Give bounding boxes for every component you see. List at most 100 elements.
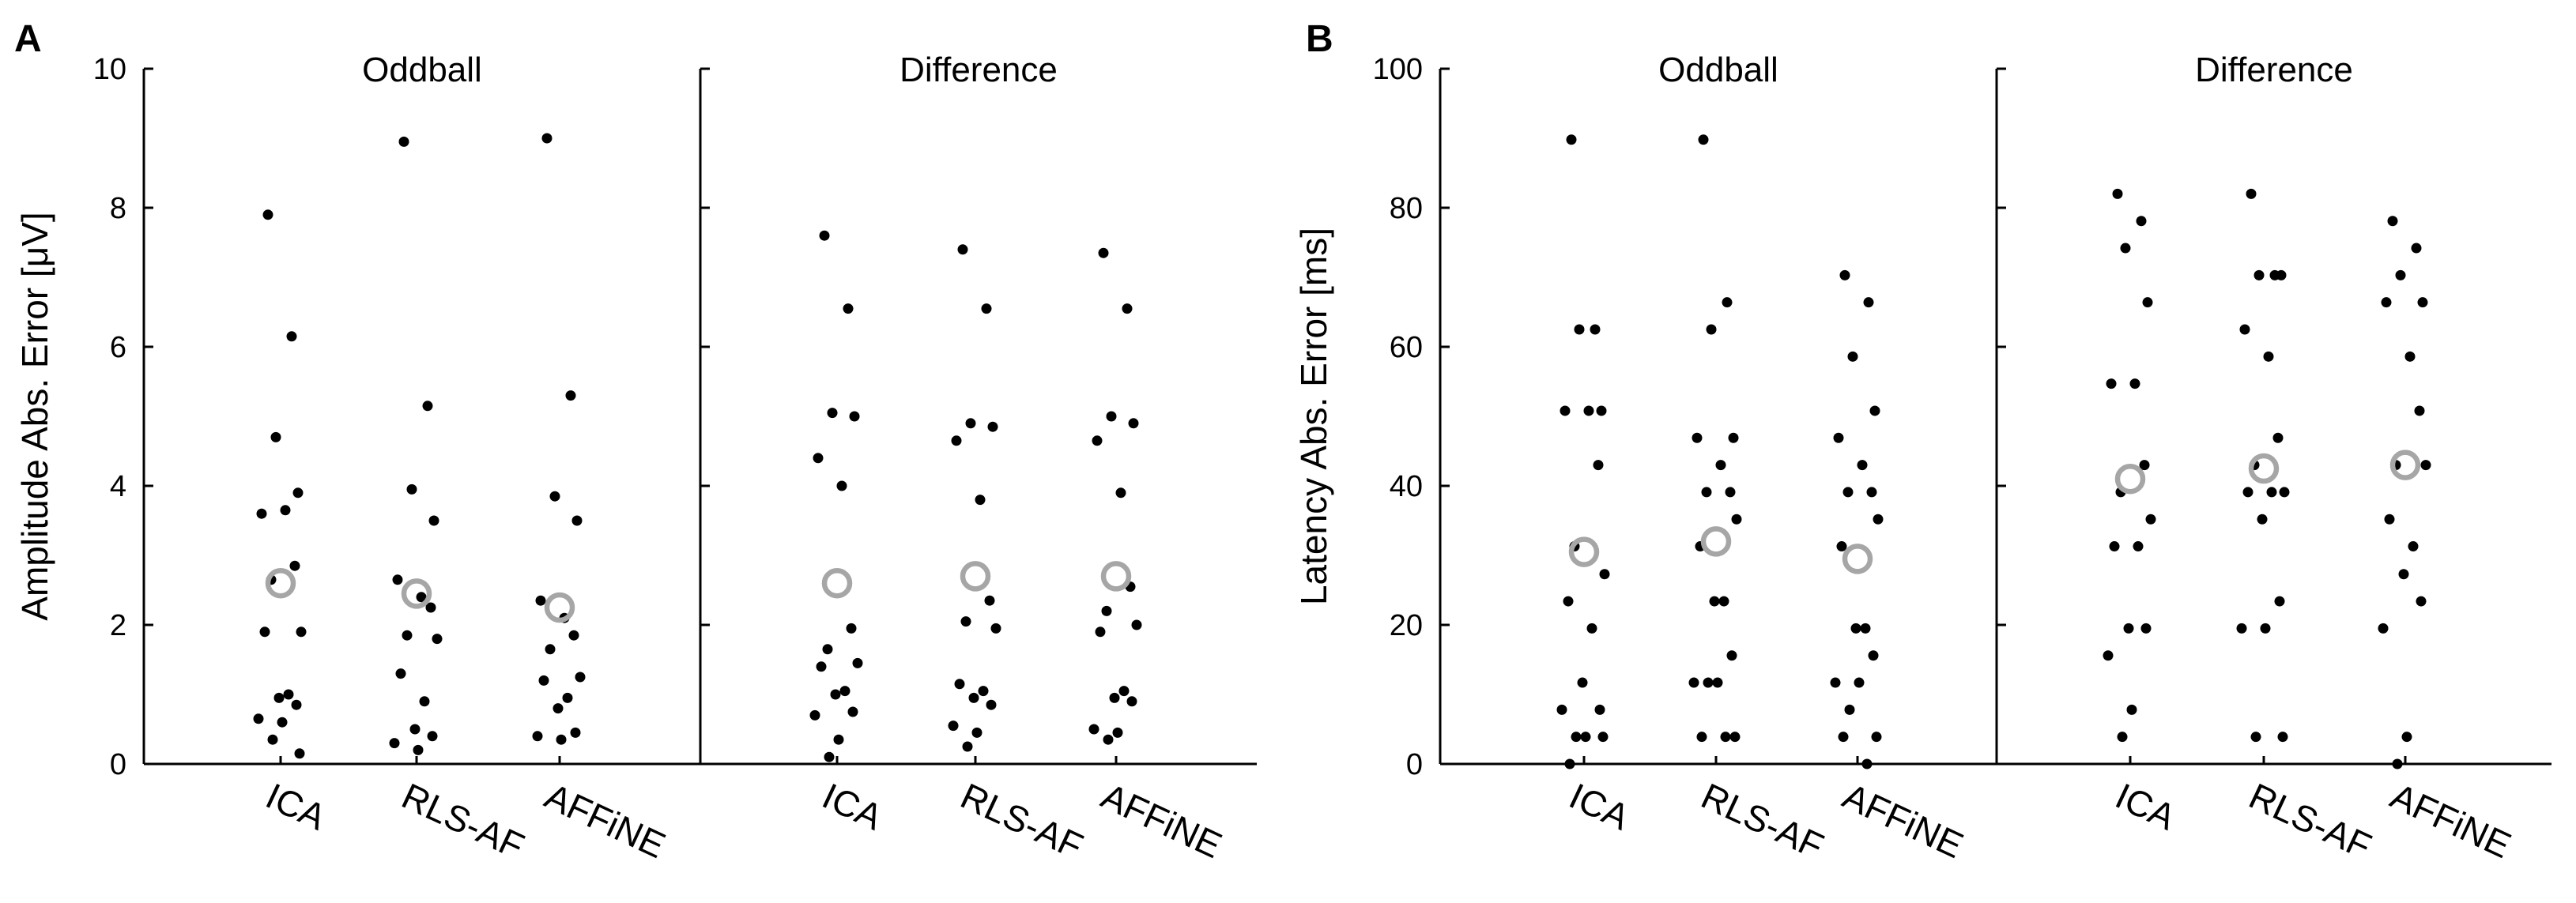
data-point-ica: [2120, 243, 2131, 254]
data-point-ica: [849, 411, 860, 422]
data-point-affine: [571, 515, 583, 526]
data-point-ica: [253, 713, 264, 724]
data-point-ica: [2106, 378, 2117, 389]
data-point-ica: [2140, 623, 2152, 634]
data-point-ica: [1560, 405, 1571, 416]
data-point-affine: [1088, 724, 1099, 735]
data-point-ica: [1597, 732, 1609, 743]
data-point-ica: [1596, 405, 1607, 416]
y-tick-label: 60: [1390, 331, 1423, 364]
data-point-rls-af: [2274, 596, 2285, 607]
data-point-rls-af: [954, 679, 965, 690]
data-point-ica: [1577, 677, 1588, 688]
data-point-affine: [1103, 734, 1114, 745]
data-point-rls-af: [975, 495, 986, 506]
data-point-affine: [2392, 758, 2403, 769]
data-point-rls-af: [1715, 460, 1726, 471]
data-point-affine: [2411, 243, 2422, 254]
data-point-affine: [2384, 514, 2395, 525]
median-marker-ica: [821, 567, 853, 599]
data-point-ica: [270, 431, 281, 442]
data-point-rls-af: [1703, 677, 1714, 688]
x-tick-label: ICA: [1563, 775, 1636, 838]
y-tick-label: 100: [1373, 53, 1423, 86]
data-point-ica: [294, 748, 305, 759]
data-point-affine: [541, 133, 553, 144]
data-point-rls-af: [416, 592, 427, 603]
data-point-ica: [1594, 704, 1605, 715]
data-point-affine: [2408, 541, 2419, 552]
data-point-ica: [267, 734, 278, 745]
data-point-affine: [2414, 405, 2425, 416]
data-point-affine: [2420, 460, 2431, 471]
median-marker-affine: [1842, 544, 1873, 574]
data-point-ica: [1556, 704, 1567, 715]
y-tick-label: 6: [110, 331, 126, 364]
y-tick-label: 40: [1390, 470, 1423, 503]
data-point-affine: [2401, 732, 2412, 743]
data-point-affine: [2417, 297, 2428, 308]
x-tick-label: ICA: [2110, 775, 2182, 838]
data-point-ica: [822, 644, 833, 655]
data-point-rls-af: [951, 435, 962, 446]
data-point-rls-af: [1709, 596, 1720, 607]
data-point-ica: [2109, 541, 2120, 552]
data-point-ica: [1583, 405, 1594, 416]
data-point-rls-af: [2276, 269, 2287, 280]
data-point-affine: [2381, 297, 2392, 308]
data-point-ica: [1563, 596, 1574, 607]
data-point-rls-af: [409, 724, 421, 735]
data-point-ica: [846, 623, 857, 634]
data-point-affine: [562, 692, 573, 703]
data-point-ica: [296, 626, 307, 638]
data-point-ica: [1566, 134, 1577, 145]
x-tick-label: AFFiNE: [1096, 775, 1228, 866]
data-point-rls-af: [2266, 487, 2277, 498]
data-point-ica: [280, 505, 291, 516]
data-point-ica: [289, 560, 300, 571]
data-point-affine: [549, 491, 560, 502]
data-point-affine: [1098, 247, 1109, 258]
data-point-ica: [1586, 623, 1597, 634]
data-point-affine: [1101, 605, 1112, 616]
x-tick-label: AFFiNE: [1837, 775, 1970, 866]
data-point-affine: [1836, 541, 1847, 552]
median-marker-affine: [2389, 450, 2421, 480]
data-point-affine: [2378, 623, 2389, 634]
data-point-ica: [2133, 541, 2144, 552]
x-tick-label: AFFiNE: [2385, 775, 2518, 866]
data-point-rls-af: [432, 634, 443, 645]
median-marker-rls-af: [960, 561, 991, 592]
data-point-rls-af: [1712, 677, 1723, 688]
y-tick-label: 0: [110, 748, 126, 781]
data-point-affine: [1857, 460, 1868, 471]
data-point-rls-af: [419, 696, 430, 707]
data-point-ica: [852, 657, 863, 668]
data-point-affine: [1869, 405, 1880, 416]
data-point-ica: [836, 480, 847, 491]
data-point-rls-af: [1718, 596, 1729, 607]
data-point-ica: [2103, 650, 2114, 661]
data-point-rls-af: [1729, 732, 1741, 743]
subplot-title: Difference: [900, 51, 1058, 89]
data-point-rls-af: [2272, 432, 2284, 443]
data-point-affine: [1871, 732, 1882, 743]
median-marker-rls-af: [401, 578, 432, 609]
data-point-rls-af: [2239, 324, 2250, 335]
data-point-rls-af: [1701, 487, 1712, 498]
median-marker-affine: [544, 592, 575, 623]
data-point-rls-af: [962, 741, 973, 752]
median-marker-ica: [265, 567, 296, 599]
data-point-rls-af: [398, 136, 409, 147]
data-point-ica: [1593, 460, 1604, 471]
data-point-rls-af: [1725, 487, 1736, 498]
data-point-affine: [1118, 686, 1130, 697]
data-point-affine: [1839, 269, 1850, 280]
data-point-affine: [1092, 435, 1103, 446]
data-point-ica: [1580, 732, 1591, 743]
data-point-rls-af: [957, 244, 968, 255]
data-point-ica: [1571, 732, 1582, 743]
data-point-ica: [256, 508, 267, 519]
data-point-rls-af: [395, 668, 406, 679]
